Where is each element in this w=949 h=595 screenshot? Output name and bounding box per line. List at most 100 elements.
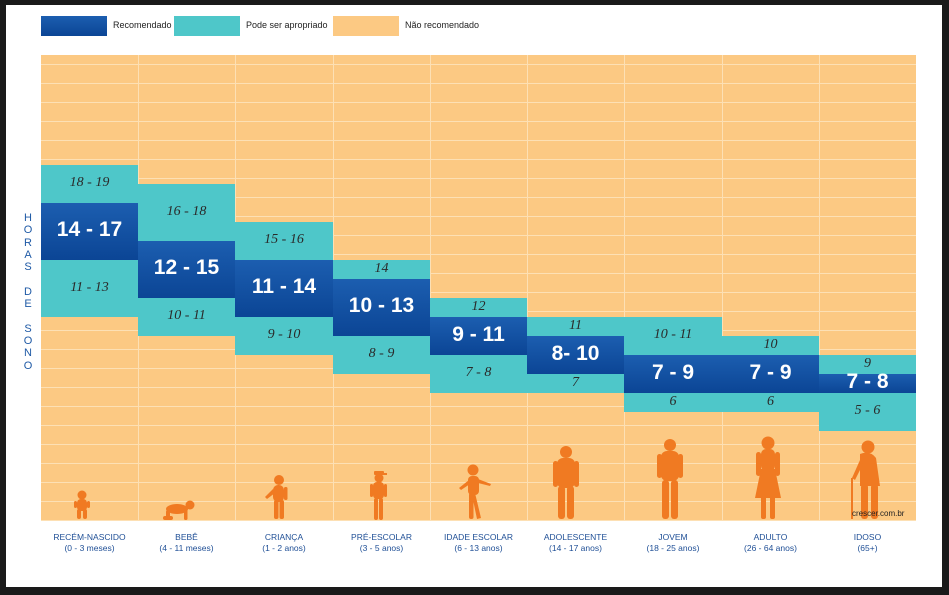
grid-line bbox=[41, 444, 916, 445]
category-label-5: ADOLESCENTE (14 - 17 anos) bbox=[527, 532, 624, 554]
grid-line bbox=[41, 254, 916, 255]
column-divider bbox=[624, 55, 625, 521]
category-name: CRIANÇA bbox=[264, 532, 304, 542]
band-appropriate-low-0 bbox=[41, 260, 138, 317]
elderly-cane-icon bbox=[851, 440, 880, 519]
label-appropriate-high-3: 14 bbox=[374, 260, 389, 276]
category-label-0: RECÉM-NASCIDO (0 - 3 meses) bbox=[41, 532, 138, 554]
grid-line bbox=[41, 64, 916, 65]
grid-line bbox=[41, 463, 916, 464]
band-recommended-7 bbox=[722, 355, 819, 393]
legend-label-0: Recomendado bbox=[113, 20, 172, 30]
legend-swatch-1 bbox=[174, 16, 240, 36]
label-recommended-2: 11 - 14 bbox=[251, 275, 317, 299]
category-age: (26 - 64 anos) bbox=[744, 543, 797, 553]
category-age: (14 - 17 anos) bbox=[549, 543, 602, 553]
label-recommended-0: 14 - 17 bbox=[56, 218, 123, 242]
column-divider bbox=[722, 55, 723, 521]
band-appropriate-high-0 bbox=[41, 165, 138, 203]
category-name: ADOLESCENTE bbox=[543, 532, 608, 542]
grid-line bbox=[41, 235, 916, 236]
label-appropriate-low-2: 9 - 10 bbox=[267, 327, 301, 343]
category-name: IDADE ESCOLAR bbox=[444, 532, 513, 542]
band-appropriate-low-2 bbox=[235, 317, 333, 355]
legend-swatch-2 bbox=[333, 16, 399, 36]
category-name: IDOSO bbox=[853, 532, 882, 542]
band-appropriate-high-7 bbox=[722, 336, 819, 355]
category-label-4: IDADE ESCOLAR (6 - 13 anos) bbox=[430, 532, 527, 554]
band-appropriate-low-3 bbox=[333, 336, 430, 374]
category-label-8: IDOSO (65+) bbox=[819, 532, 916, 554]
grid-line bbox=[41, 292, 916, 293]
band-appropriate-low-8 bbox=[819, 393, 916, 431]
label-appropriate-high-5: 11 bbox=[569, 317, 582, 333]
category-label-6: JOVEM (18 - 25 anos) bbox=[624, 532, 722, 554]
label-appropriate-high-0: 18 - 19 bbox=[69, 175, 110, 191]
label-recommended-7: 7 - 9 bbox=[749, 360, 792, 384]
grid-line bbox=[41, 406, 916, 407]
band-appropriate-low-4 bbox=[430, 355, 527, 393]
label-recommended-6: 7 - 9 bbox=[651, 360, 695, 384]
school-child-icon bbox=[459, 464, 491, 519]
grid-line bbox=[41, 83, 916, 84]
category-label-2: CRIANÇA (1 - 2 anos) bbox=[235, 532, 333, 554]
legend-swatch-0 bbox=[41, 16, 107, 36]
label-appropriate-low-7: 6 bbox=[767, 393, 774, 409]
baby-standing-icon bbox=[74, 490, 90, 519]
label-appropriate-low-6: 6 bbox=[669, 393, 677, 409]
band-recommended-6 bbox=[624, 355, 722, 393]
label-appropriate-high-7: 10 bbox=[763, 336, 778, 352]
band-recommended-2 bbox=[235, 260, 333, 317]
band-appropriate-low-5 bbox=[527, 374, 624, 393]
band-appropriate-high-5 bbox=[527, 317, 624, 336]
grid-line bbox=[41, 520, 916, 521]
column-divider bbox=[527, 55, 528, 521]
category-name: JOVEM bbox=[658, 532, 688, 542]
band-appropriate-low-6 bbox=[624, 393, 722, 412]
grid-line bbox=[41, 102, 916, 103]
grid-line bbox=[41, 273, 916, 274]
adult-icon bbox=[755, 436, 781, 519]
category-age: (65+) bbox=[857, 543, 878, 553]
band-appropriate-high-6 bbox=[624, 317, 722, 355]
label-recommended-3: 10 - 13 bbox=[348, 294, 415, 318]
category-name: BEBÊ bbox=[175, 532, 198, 542]
y-axis-label: H O R A S D E S O N O bbox=[23, 212, 33, 372]
category-name: PRÉ-ESCOLAR bbox=[351, 532, 412, 542]
category-age: (6 - 13 anos) bbox=[454, 543, 503, 553]
teen-icon bbox=[553, 446, 579, 519]
label-appropriate-high-1: 16 - 18 bbox=[166, 203, 207, 219]
label-recommended-5: 8- 10 bbox=[551, 341, 600, 365]
label-appropriate-low-5: 7 bbox=[572, 374, 579, 390]
band-recommended-3 bbox=[333, 279, 430, 336]
label-appropriate-high-8: 9 bbox=[864, 355, 871, 371]
band-appropriate-high-2 bbox=[235, 222, 333, 260]
toddler-icon bbox=[265, 475, 288, 519]
column-divider bbox=[819, 55, 820, 521]
band-recommended-4 bbox=[430, 317, 527, 355]
band-recommended-8 bbox=[819, 374, 916, 393]
category-age: (1 - 2 anos) bbox=[262, 543, 306, 553]
band-appropriate-high-8 bbox=[819, 355, 916, 374]
grid-line bbox=[41, 159, 916, 160]
crawling-baby-icon bbox=[163, 500, 195, 520]
band-recommended-0 bbox=[41, 203, 138, 260]
grid-line bbox=[41, 216, 916, 217]
label-appropriate-low-1: 10 - 11 bbox=[167, 308, 206, 324]
category-name: RECÉM-NASCIDO bbox=[53, 532, 126, 542]
grid-line bbox=[41, 501, 916, 502]
legend-label-1: Pode ser apropriado bbox=[246, 20, 328, 30]
grid-line bbox=[41, 140, 916, 141]
grid-line bbox=[41, 425, 916, 426]
column-divider bbox=[430, 55, 431, 521]
label-appropriate-low-4: 7 - 8 bbox=[465, 365, 492, 381]
label-recommended-1: 12 - 15 bbox=[153, 256, 220, 280]
label-appropriate-low-3: 8 - 9 bbox=[368, 346, 395, 362]
category-name: ADULTO bbox=[753, 532, 788, 542]
label-recommended-4: 9 - 11 bbox=[452, 322, 505, 346]
band-recommended-1 bbox=[138, 241, 235, 298]
category-age: (3 - 5 anos) bbox=[359, 543, 404, 553]
band-appropriate-high-1 bbox=[138, 184, 235, 241]
category-age: (0 - 3 meses) bbox=[64, 543, 115, 553]
legend-label-2: Não recomendado bbox=[405, 20, 480, 30]
